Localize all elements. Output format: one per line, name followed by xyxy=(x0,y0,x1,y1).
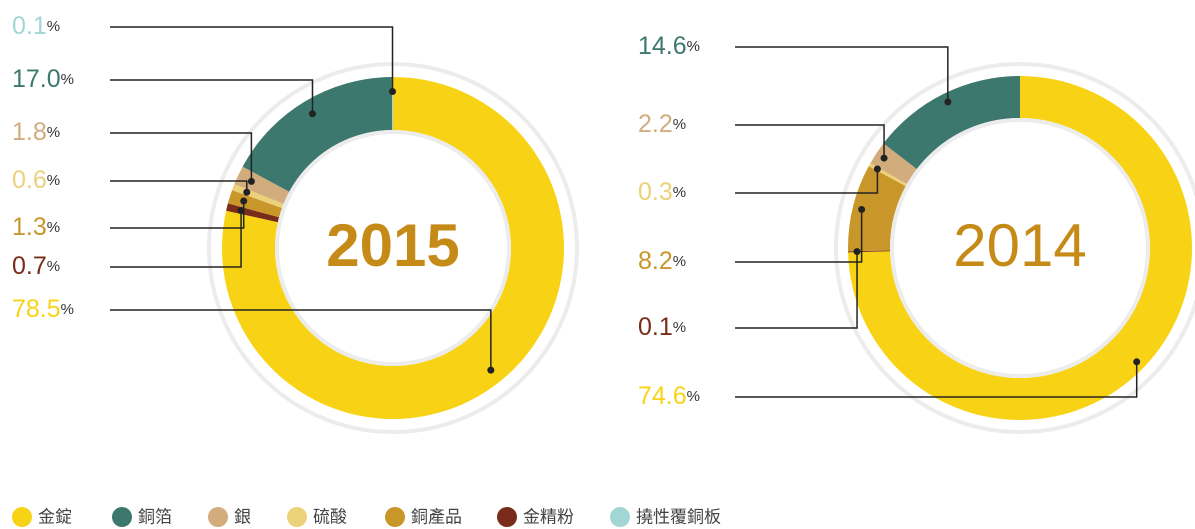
value-unit: % xyxy=(47,124,60,141)
value-label: 14.6% xyxy=(638,32,700,60)
leader-line xyxy=(110,79,314,114)
value-unit: % xyxy=(673,184,686,201)
value-unit: % xyxy=(61,71,74,88)
leader-line xyxy=(735,251,858,329)
leader-line xyxy=(110,132,253,182)
leader-line xyxy=(735,361,1138,398)
leader-dot xyxy=(944,98,952,106)
value-unit: % xyxy=(687,38,700,55)
value-label: 78.5% xyxy=(12,295,74,323)
value-label: 2.2% xyxy=(638,110,686,138)
leader-dot xyxy=(880,154,888,162)
legend-label: 金錠 xyxy=(38,507,72,526)
donut-segment xyxy=(242,77,393,192)
value-number: 0.6 xyxy=(12,166,47,194)
value-label: 0.7% xyxy=(12,252,60,280)
value-label: 0.1% xyxy=(638,313,686,341)
value-unit: % xyxy=(47,172,60,189)
value-number: 14.6 xyxy=(638,32,687,60)
leader-dot xyxy=(247,177,255,185)
value-unit: % xyxy=(673,319,686,336)
leader-line xyxy=(735,124,885,159)
donut-segment xyxy=(221,77,564,419)
leader-dot xyxy=(237,207,245,215)
value-unit: % xyxy=(47,219,60,236)
leader-line xyxy=(110,210,242,268)
value-number: 8.2 xyxy=(638,247,673,275)
leader-line xyxy=(110,26,394,92)
value-number: 0.1 xyxy=(12,12,47,40)
legend-swatch xyxy=(112,507,132,527)
leader-line xyxy=(735,169,879,194)
leader-dot xyxy=(308,110,316,118)
legend-label: 金精粉 xyxy=(523,507,574,526)
donut-hole-ring xyxy=(275,130,511,366)
legend-swatch xyxy=(208,507,228,527)
value-label: 0.3% xyxy=(638,178,686,206)
leader-dot xyxy=(853,248,861,256)
value-unit: % xyxy=(687,388,700,405)
legend-label: 硫酸 xyxy=(313,507,347,526)
value-number: 0.7 xyxy=(12,252,47,280)
value-number: 78.5 xyxy=(12,295,61,323)
leader-line xyxy=(110,309,492,371)
value-label: 0.6% xyxy=(12,166,60,194)
donut-segment xyxy=(848,166,906,252)
legend-swatch xyxy=(287,507,307,527)
value-unit: % xyxy=(673,116,686,133)
leader-dot xyxy=(858,205,866,213)
value-number: 74.6 xyxy=(638,382,687,410)
leader-dot xyxy=(389,88,397,96)
legend-swatch xyxy=(12,507,32,527)
legend-swatch xyxy=(385,507,405,527)
leader-dot xyxy=(240,197,248,205)
legend-label: 銀 xyxy=(234,507,251,526)
leader-line xyxy=(735,209,863,263)
donut-title: 2014 xyxy=(953,212,1086,279)
donut-segment xyxy=(227,190,282,218)
legend-label: 撓性覆銅板 xyxy=(636,507,721,526)
donut-segment xyxy=(883,76,1020,169)
donut-segment xyxy=(234,166,290,204)
value-unit: % xyxy=(673,253,686,270)
legend-swatch xyxy=(610,507,630,527)
value-number: 1.3 xyxy=(12,213,47,241)
value-label: 0.1% xyxy=(12,12,60,40)
value-number: 0.1 xyxy=(638,313,673,341)
leader-dot xyxy=(873,165,881,173)
leader-dot xyxy=(1133,358,1141,366)
legend-label: 銅箔 xyxy=(138,507,172,526)
leader-line xyxy=(735,46,949,102)
leader-dot xyxy=(487,366,495,374)
value-label: 1.3% xyxy=(12,213,60,241)
legend-swatch xyxy=(497,507,517,527)
value-number: 17.0 xyxy=(12,65,61,93)
value-number: 2.2 xyxy=(638,110,673,138)
value-unit: % xyxy=(47,258,60,275)
donut-segment xyxy=(870,143,917,184)
value-unit: % xyxy=(47,18,60,35)
legend-label: 銅產品 xyxy=(411,507,462,526)
donut-title: 2015 xyxy=(326,212,459,279)
leader-dot xyxy=(243,188,251,196)
value-label: 8.2% xyxy=(638,247,686,275)
value-label: 1.8% xyxy=(12,118,60,146)
value-label: 17.0% xyxy=(12,65,74,93)
leader-line xyxy=(110,180,248,193)
value-label: 74.6% xyxy=(638,382,700,410)
value-number: 1.8 xyxy=(12,118,47,146)
value-number: 0.3 xyxy=(638,178,673,206)
value-unit: % xyxy=(61,301,74,318)
donut-hole-ring xyxy=(890,118,1150,378)
